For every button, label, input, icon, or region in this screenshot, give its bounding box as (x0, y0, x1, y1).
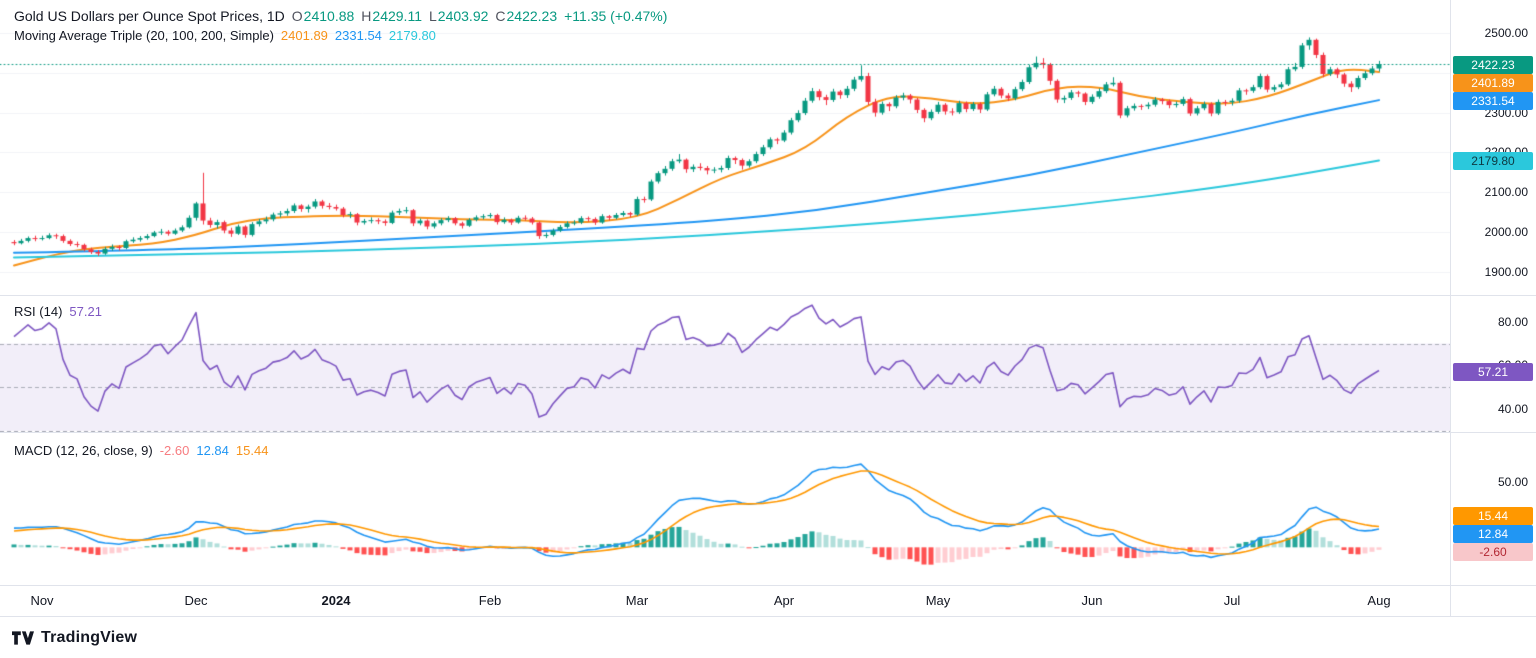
price-scale[interactable]: 2500.002400.002300.002200.002100.002000.… (1451, 0, 1536, 616)
open-value: 2410.88 (303, 8, 355, 24)
macd-hist-badge: -2.60 (1453, 543, 1533, 561)
time-axis-label: Nov (30, 593, 54, 608)
rsi-legend-row[interactable]: RSI (14) 57.21 (14, 302, 109, 322)
close-label: C (495, 8, 506, 24)
symbol-legend-row[interactable]: Gold US Dollars per Ounce Spot Prices, 1… (14, 6, 674, 26)
open-label: O (291, 8, 303, 24)
footer: TradingView (0, 617, 1536, 658)
time-axis-label: Aug (1367, 593, 1391, 608)
panel-separator (0, 432, 1536, 433)
last-price-badge: 2422.23 (1453, 56, 1533, 74)
rsi-value: 57.21 (69, 304, 102, 319)
rsi-tick-label: 40.00 (1497, 402, 1528, 416)
ma100-value: 2331.54 (334, 28, 382, 43)
rsi-legend: RSI (14) 57.21 (14, 302, 109, 322)
rsi-title: RSI (14) (14, 304, 63, 319)
rsi-tick-label: 80.00 (1497, 315, 1528, 329)
price-tick-label: 2500.00 (1484, 26, 1528, 40)
time-axis-label: Dec (184, 593, 208, 608)
main-legend: Gold US Dollars per Ounce Spot Prices, 1… (14, 6, 674, 46)
price-tick-label: 2100.00 (1484, 185, 1528, 199)
ma100-badge: 2331.54 (1453, 92, 1533, 110)
rsi-value-badge: 57.21 (1453, 363, 1533, 381)
high-value: 2429.11 (372, 8, 422, 24)
low-label: L (428, 8, 437, 24)
tradingview-logo-icon[interactable] (12, 630, 34, 646)
time-axis-label: Feb (478, 593, 502, 608)
panel-separator (0, 616, 1536, 617)
macd-tick-label: 50.00 (1497, 475, 1528, 489)
ma20-value: 2401.89 (280, 28, 328, 43)
macd-hist-value: -2.60 (159, 443, 190, 458)
price-change: +11.35 (+0.47%) (564, 8, 668, 24)
price-chart-canvas[interactable] (0, 0, 1450, 295)
price-tick-label: 2000.00 (1484, 225, 1528, 239)
macd-line-value: 12.84 (196, 443, 229, 458)
price-scale-separator (1450, 0, 1451, 616)
ma200-badge: 2179.80 (1453, 152, 1533, 170)
time-axis-label: Apr (773, 593, 795, 608)
ma20-badge: 2401.89 (1453, 74, 1533, 92)
ma-legend-row[interactable]: Moving Average Triple (20, 100, 200, Sim… (14, 26, 674, 46)
macd-legend-row[interactable]: MACD (12, 26, close, 9) -2.60 12.84 15.4… (14, 441, 275, 461)
ma200-value: 2179.80 (388, 28, 436, 43)
macd-chart-canvas[interactable] (0, 433, 1450, 585)
time-axis-label: Jun (1081, 593, 1103, 608)
macd-line-badge: 12.84 (1453, 525, 1533, 543)
panel-separator (0, 585, 1536, 586)
tradingview-brand[interactable]: TradingView (41, 628, 138, 646)
price-tick-label: 1900.00 (1484, 265, 1528, 279)
time-axis-label: Jul (1223, 593, 1241, 608)
macd-title: MACD (12, 26, close, 9) (14, 443, 153, 458)
close-value: 2422.23 (506, 8, 558, 24)
macd-signal-badge: 15.44 (1453, 507, 1533, 525)
macd-legend: MACD (12, 26, close, 9) -2.60 12.84 15.4… (14, 441, 275, 461)
panel-separator (0, 295, 1536, 296)
time-axis-label: 2024 (321, 593, 351, 608)
time-axis-label: May (925, 593, 951, 608)
time-axis-label: Mar (625, 593, 649, 608)
macd-signal-value: 15.44 (235, 443, 269, 458)
time-axis[interactable]: Nov Dec 2024 Feb Mar Apr May Jun Jul Aug (0, 586, 1450, 616)
high-label: H (361, 8, 372, 24)
ma-indicator-title: Moving Average Triple (20, 100, 200, Sim… (14, 28, 274, 43)
rsi-chart-canvas[interactable] (0, 296, 1450, 432)
symbol-title: Gold US Dollars per Ounce Spot Prices, 1… (14, 8, 285, 24)
low-value: 2403.92 (437, 8, 489, 24)
